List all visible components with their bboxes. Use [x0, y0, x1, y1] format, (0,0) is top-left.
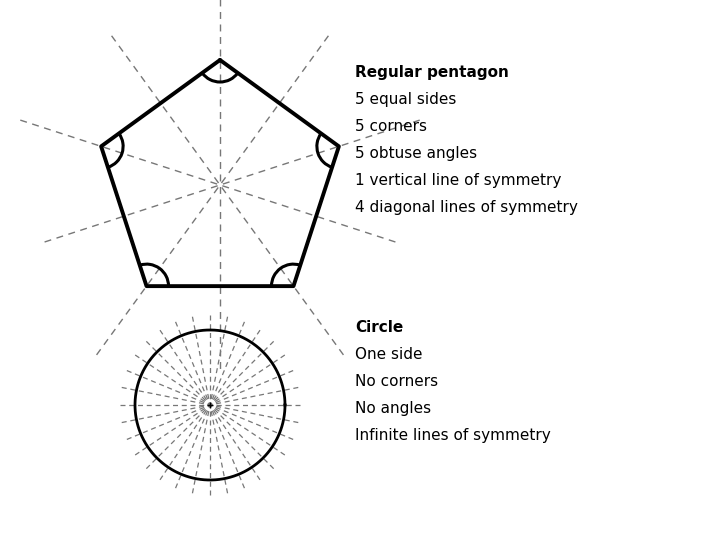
Text: No corners: No corners: [355, 374, 438, 389]
Text: 5 obtuse angles: 5 obtuse angles: [355, 146, 477, 161]
Text: Regular pentagon: Regular pentagon: [355, 65, 509, 80]
Text: 4 diagonal lines of symmetry: 4 diagonal lines of symmetry: [355, 200, 578, 215]
Text: No angles: No angles: [355, 401, 431, 416]
Text: 1 vertical line of symmetry: 1 vertical line of symmetry: [355, 173, 562, 188]
Text: 5 corners: 5 corners: [355, 119, 427, 134]
Text: 5 equal sides: 5 equal sides: [355, 92, 456, 107]
Text: One side: One side: [355, 347, 423, 362]
Text: Circle: Circle: [355, 320, 403, 335]
Text: Infinite lines of symmetry: Infinite lines of symmetry: [355, 428, 551, 443]
